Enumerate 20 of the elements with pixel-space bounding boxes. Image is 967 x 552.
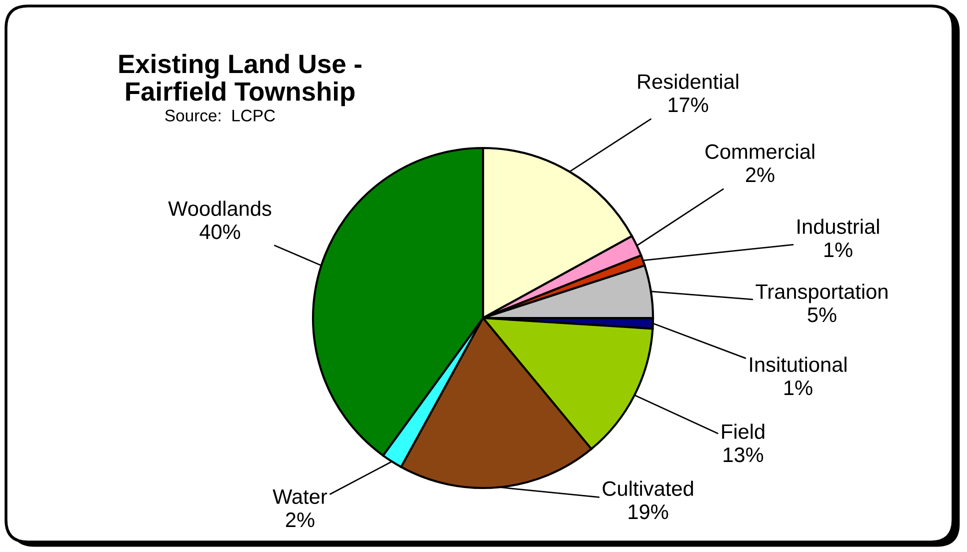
data-label: 1% [824,242,852,258]
slice-label: Transportation [756,284,888,304]
data-label: 2% [286,512,314,528]
data-label: 19% [628,504,668,520]
slice-label: Residential [638,74,738,89]
slice-label: Commercial [706,144,814,159]
slice-label: Woodlands [168,200,272,216]
data-label: 1% [784,380,812,396]
data-label: 5% [808,308,836,322]
slice-label: Cultivated [602,480,693,496]
data-label: 13% [724,447,764,462]
slice-label: Field [722,424,764,439]
data-label: 40% [200,224,240,240]
data-label: 2% [746,167,774,182]
data-label: 17% [668,98,708,112]
slice-label: Insitutional [750,356,846,372]
slice-label: Water [272,489,328,504]
slice-label: Industrial [798,218,879,234]
chart-title: Existing Land Use - Fairfield Township [119,54,362,106]
source-note: Source: LCPC [165,110,275,122]
